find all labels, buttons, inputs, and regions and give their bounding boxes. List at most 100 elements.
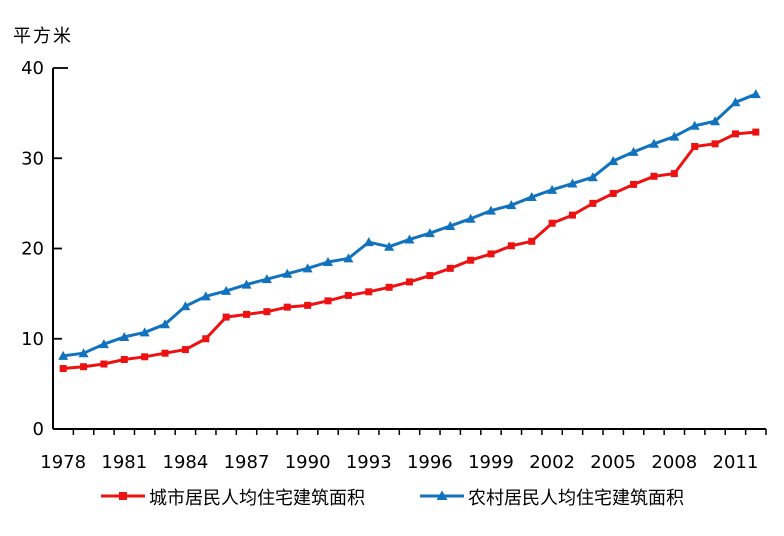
data-point-marker [243, 310, 251, 318]
data-point-marker [608, 155, 619, 165]
x-axis-tick-label: 2005 [590, 452, 636, 473]
data-point-marker [648, 138, 659, 148]
data-point-marker [465, 213, 476, 223]
data-point-marker [302, 263, 313, 273]
data-point-marker [669, 131, 680, 141]
data-point-marker [202, 335, 210, 343]
data-point-marker [80, 363, 88, 371]
data-point-marker [406, 278, 413, 286]
data-point-marker [160, 319, 171, 329]
axis-lines [52, 68, 766, 430]
legend-label-urban: 城市居民人均住宅建筑面积 [149, 488, 365, 509]
x-axis: 1978 1981 1984 1987 1990 1993 1996 1999 2002 2005… [40, 429, 767, 473]
y-axis-tick-label: 10 [21, 329, 44, 350]
x-axis-tick-label: 2008 [651, 452, 697, 473]
rural-series-marker-icon [419, 488, 465, 507]
data-point-marker [180, 301, 191, 311]
data-point-marker [344, 291, 352, 299]
data-point-marker [630, 180, 638, 188]
data-point-marker [731, 130, 739, 138]
data-point-marker [589, 199, 597, 207]
data-point-marker [139, 327, 150, 337]
data-point-marker [691, 143, 699, 151]
data-point-marker [363, 237, 374, 247]
data-point-marker [98, 339, 109, 349]
data-point-marker [426, 272, 434, 280]
data-point-marker [120, 356, 128, 364]
data-point-marker [730, 97, 741, 107]
data-point-marker [385, 283, 393, 291]
urban-series-marker-icon [100, 488, 146, 507]
legend: 城市居民人均住宅建筑面积 农村居民人均住宅建筑面积 [0, 484, 784, 510]
data-point-marker [485, 205, 496, 215]
x-axis-tick-label: 1987 [224, 452, 270, 473]
data-point-marker [323, 257, 334, 267]
x-axis-tick-label: 1999 [468, 452, 514, 473]
legend-item-urban: 城市居民人均住宅建筑面积 [100, 484, 365, 510]
y-axis-tick-label: 20 [21, 239, 44, 260]
data-point-marker [119, 331, 130, 341]
x-axis-tick-label: 1993 [346, 452, 392, 473]
series-urban [59, 128, 760, 373]
series-line [61, 92, 758, 358]
data-point-marker [100, 360, 108, 368]
data-point-marker [467, 256, 475, 264]
data-point-marker [404, 234, 415, 244]
y-axis: 0 10 20 30 40 [21, 58, 68, 440]
data-point-marker [365, 288, 373, 296]
data-point-marker [567, 178, 578, 188]
data-point-marker [446, 264, 454, 272]
data-point-marker [241, 279, 252, 289]
x-axis-tick-label: 1984 [163, 452, 209, 473]
y-axis-unit-label: 平方米 [13, 26, 73, 47]
data-point-marker [628, 146, 639, 156]
data-point-marker [568, 211, 576, 219]
series-line [61, 130, 758, 371]
data-point-marker [283, 303, 291, 311]
data-point-marker [161, 349, 169, 357]
line-chart: 0 10 20 30 40 1978 1981 1984 1987 1990 1993 1996 199… [21, 58, 767, 473]
data-point-marker [304, 301, 312, 309]
y-axis-tick-label: 30 [21, 148, 44, 169]
data-point-marker [181, 346, 189, 354]
data-point-marker [670, 170, 678, 178]
data-point-marker [711, 140, 719, 148]
y-axis-tick-label: 0 [33, 419, 44, 440]
data-point-marker [200, 291, 211, 301]
data-point-marker [78, 348, 89, 358]
y-axis-tick-label: 40 [21, 58, 44, 79]
data-point-marker [384, 241, 395, 251]
legend-item-rural: 农村居民人均住宅建筑面积 [419, 484, 684, 510]
data-point-marker [689, 120, 700, 130]
data-point-marker [324, 297, 332, 305]
data-point-marker [343, 253, 354, 263]
data-point-marker [528, 237, 536, 245]
x-axis-tick-label: 1990 [285, 452, 331, 473]
data-point-marker [507, 242, 515, 250]
x-axis-tick-label: 2011 [713, 452, 759, 473]
legend-label-rural: 农村居民人均住宅建筑面积 [468, 488, 684, 509]
data-point-marker [587, 172, 598, 182]
data-point-marker [261, 274, 272, 284]
data-point-marker [526, 192, 537, 202]
data-point-marker [445, 220, 456, 230]
data-point-marker [609, 189, 617, 197]
x-axis-tick-label: 1978 [40, 452, 86, 473]
x-axis-tick-label: 2002 [529, 452, 575, 473]
data-point-marker [141, 353, 149, 361]
data-point-marker [282, 268, 293, 278]
x-axis-tick-label: 1996 [407, 452, 453, 473]
data-point-marker [548, 219, 556, 227]
data-point-marker [58, 350, 69, 360]
data-point-marker [750, 89, 761, 99]
data-point-marker [547, 184, 558, 194]
x-axis-tick-label: 1981 [101, 452, 147, 473]
data-point-marker [424, 228, 435, 238]
series-rural [58, 89, 761, 360]
data-point-marker [650, 172, 658, 180]
data-point-marker [752, 128, 760, 136]
data-point-marker [221, 285, 232, 295]
data-point-marker [506, 200, 517, 210]
data-point-marker [59, 365, 67, 373]
